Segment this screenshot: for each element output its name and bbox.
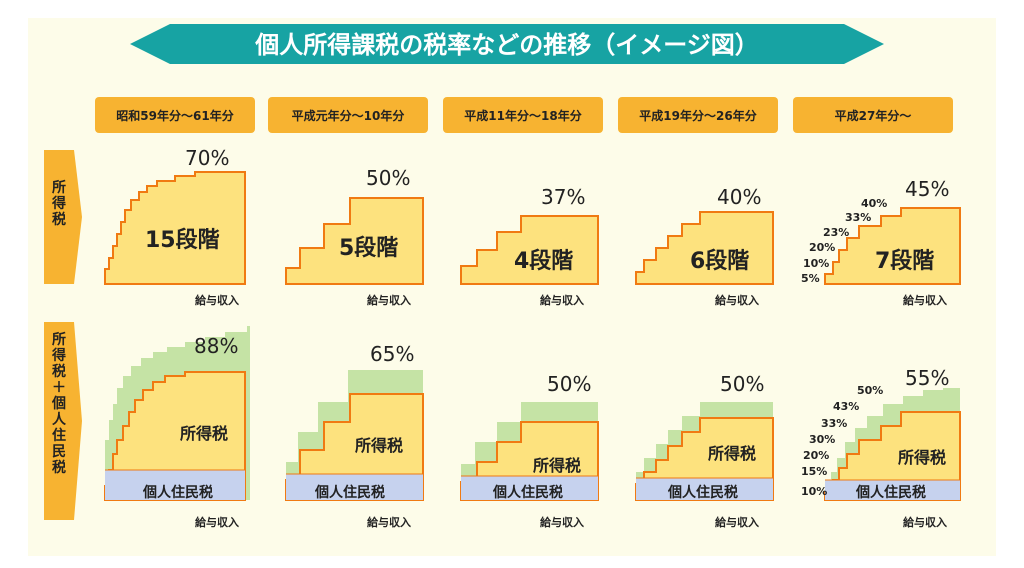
resident-tax-area [636,478,773,500]
chart-combined-2 [285,370,424,501]
stage-count-label: 4段階 [514,249,574,274]
income-tax-area [285,197,424,285]
chart-income-4 [635,211,774,285]
row-label-income-tax: 所得税 [44,180,74,228]
row-label-char: 人 [52,412,66,428]
income-tax-area [104,171,246,285]
rate-tick: 10% [801,485,828,498]
x-axis-label: 給与収入 [903,294,947,307]
row-label-char: 住 [52,428,66,444]
top-rate-label: 40% [717,185,762,209]
chart-combined-5 [824,388,961,501]
x-axis-label: 給与収入 [195,294,239,307]
row-header-arrow [44,150,82,284]
x-axis-label: 給与収入 [367,516,411,529]
row-label-char: ＋ [52,380,66,396]
row-label-char: 税 [52,460,66,476]
chart-income-3 [460,215,599,285]
chart-income-5 [824,207,961,285]
income-tax-label: 所得税 [898,448,947,467]
row-label-char: 得 [52,196,66,212]
x-axis-label: 給与収入 [540,294,584,307]
resident-tax-area [825,480,960,500]
resident-tax-area [105,470,245,500]
rate-tick: 5% [801,272,820,285]
x-axis-label: 給与収入 [540,516,584,529]
top-rate-label: 88% [194,334,239,358]
row-label-income-plus-resident: 所得税＋個人住民税 [44,332,74,476]
income-tax-label: 所得税 [180,424,229,443]
chart-combined-1 [104,326,250,501]
top-rate-label: 45% [905,177,950,201]
top-rate-label: 50% [720,372,765,396]
rate-tick: 23% [823,226,850,239]
row-header-income-tax: 所得税 [44,150,82,284]
column-header-3: 平成11年分～18年分 [443,97,603,133]
rate-tick: 43% [833,400,860,413]
income-tax-label: 所得税 [533,456,582,475]
stage-count-label: 6段階 [690,249,750,274]
income-tax-area [635,211,774,285]
top-rate-label: 37% [541,185,586,209]
rate-tick: 33% [845,211,872,224]
top-rate-label: 55% [905,366,950,390]
page-title: 個人所得課税の税率などの推移（イメージ図） [254,31,759,59]
rate-tick: 33% [821,417,848,430]
resident-tax-area [461,476,598,500]
top-rate-label: 65% [370,342,415,366]
rate-tick: 20% [803,449,830,462]
rate-tick: 50% [857,384,884,397]
resident-tax-label: 個人住民税 [493,485,563,501]
row-label-char: 民 [52,444,66,460]
row-label-char: 所 [52,180,66,196]
top-rate-label: 50% [366,166,411,190]
row-header-combined: 所得税＋個人住民税 [44,322,82,520]
title-banner: 個人所得課税の税率などの推移（イメージ図） [130,24,884,64]
chart-income-2 [285,197,424,285]
column-header-2: 平成元年分～10年分 [268,97,428,133]
row-header-arrow [44,322,82,520]
rate-tick: 20% [809,241,836,254]
resident-tax-label: 個人住民税 [315,485,385,501]
stage-count-label: 7段階 [875,249,935,274]
top-rate-label: 50% [547,372,592,396]
x-axis-label: 給与収入 [903,516,947,529]
row-label-char: 税 [52,212,66,228]
income-tax-label: 所得税 [355,436,404,455]
income-tax-label: 所得税 [708,444,757,463]
income-tax-area [460,215,599,285]
resident-tax-label: 個人住民税 [668,485,738,501]
resident-tax-label: 個人住民税 [856,485,926,501]
title-banner-shape [130,24,884,64]
column-header-4: 平成19年分～26年分 [618,97,778,133]
row-label-char: 税 [52,364,66,380]
rate-tick: 40% [861,197,888,210]
stage-count-label: 15段階 [145,228,220,253]
rate-tick: 10% [803,257,830,270]
top-rate-label: 70% [185,146,230,170]
chart-combined-4 [635,402,774,501]
column-header-5: 平成27年分～ [793,97,953,133]
row-label-char: 得 [52,348,66,364]
chart-combined-3 [460,402,599,501]
rate-tick: 15% [801,465,828,478]
stage-count-label: 5段階 [339,236,399,261]
x-axis-label: 給与収入 [715,516,759,529]
x-axis-label: 給与収入 [195,516,239,529]
income-tax-area [824,207,961,285]
rate-tick: 30% [809,433,836,446]
x-axis-label: 給与収入 [367,294,411,307]
resident-tax-area [286,474,423,500]
chart-income-1 [104,171,246,285]
row-label-char: 個 [52,396,66,412]
x-axis-label: 給与収入 [715,294,759,307]
resident-tax-label: 個人住民税 [143,485,213,501]
column-header-1: 昭和59年分～61年分 [95,97,255,133]
row-label-char: 所 [52,332,66,348]
